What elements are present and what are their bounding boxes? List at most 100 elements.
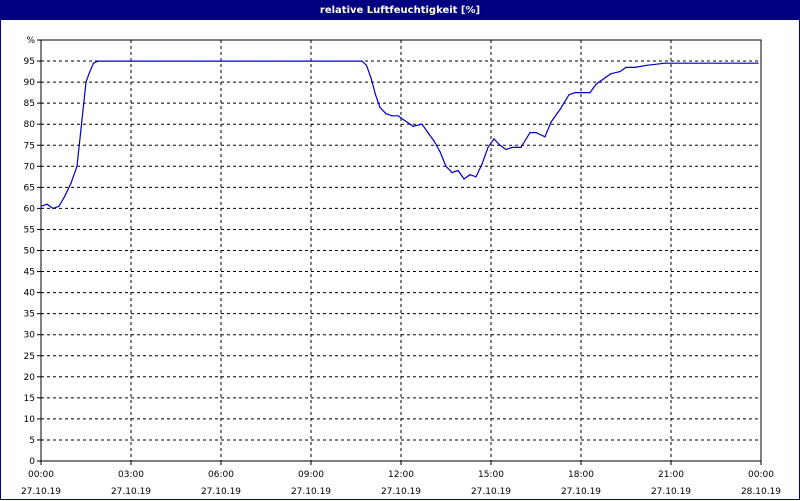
y-tick-label: 80 [24, 120, 36, 130]
y-tick-label: 55 [24, 225, 35, 235]
data-point [58, 205, 60, 207]
y-tick-label: 60 [24, 204, 36, 214]
data-point [40, 205, 42, 207]
data-point [493, 138, 495, 140]
data-point [511, 146, 513, 148]
y-tick-label: 75 [24, 141, 35, 151]
data-point [529, 132, 531, 134]
data-point [595, 83, 597, 85]
data-point [412, 125, 414, 127]
data-point [403, 119, 405, 121]
data-point [559, 108, 561, 111]
data-point [550, 121, 552, 123]
data-point [757, 62, 759, 64]
y-tick-label: 10 [24, 415, 36, 425]
data-point [568, 94, 570, 96]
data-point [97, 60, 99, 62]
x-tick-time-label: 21:00 [658, 470, 684, 480]
data-point [391, 115, 393, 117]
data-point [433, 140, 435, 142]
data-point [365, 64, 368, 66]
data-point [64, 195, 66, 197]
y-tick-label: % [26, 36, 35, 46]
data-point [610, 73, 612, 75]
data-point [160, 60, 162, 62]
data-point [505, 148, 507, 151]
x-tick-time-label: 12:00 [388, 470, 414, 480]
y-tick-label: 15 [24, 394, 35, 404]
data-point [85, 81, 87, 83]
data-point [469, 174, 471, 176]
y-tick-label: 65 [24, 183, 35, 193]
data-point [421, 123, 423, 125]
x-tick-date-label: 28.10.19 [741, 487, 781, 497]
data-point [427, 132, 429, 134]
x-tick-date-label: 27.10.19 [561, 487, 601, 497]
data-point [190, 60, 192, 62]
data-point [457, 169, 459, 172]
data-point [574, 92, 576, 94]
data-point [439, 151, 441, 153]
x-tick-time-label: 15:00 [478, 470, 504, 480]
x-tick-time-label: 09:00 [298, 470, 324, 480]
data-point [685, 62, 687, 64]
data-point [379, 106, 381, 108]
y-tick-label: 45 [24, 268, 35, 278]
data-point [92, 62, 95, 64]
x-tick-time-label: 00:00 [28, 470, 54, 480]
data-point [487, 146, 489, 148]
data-point [451, 172, 453, 174]
x-tick-date-label: 27.10.19 [21, 487, 61, 497]
y-tick-label: 0 [29, 457, 35, 467]
x-tick-date-label: 27.10.19 [291, 487, 331, 497]
data-point [499, 144, 501, 146]
data-point [340, 60, 342, 62]
data-point [115, 60, 117, 62]
data-point [481, 163, 483, 165]
data-point [544, 136, 546, 138]
data-point [361, 60, 363, 62]
y-tick-label: 70 [24, 162, 36, 172]
x-tick-date-label: 27.10.19 [201, 487, 241, 497]
data-point [220, 60, 222, 62]
y-tick-label: 40 [24, 289, 36, 299]
y-tick-label: 35 [24, 310, 35, 320]
x-tick-time-label: 00:00 [748, 470, 774, 480]
y-tick-label: 5 [29, 436, 35, 446]
y-tick-label: 25 [24, 352, 35, 362]
y-tick-label: 30 [24, 331, 36, 341]
x-tick-time-label: 03:00 [118, 470, 144, 480]
x-tick-date-label: 27.10.19 [651, 487, 691, 497]
data-point [88, 73, 90, 75]
data-point [80, 123, 83, 125]
data-point [100, 60, 102, 62]
chart-title: relative Luftfeuchtigkeit [%] [1, 1, 799, 20]
y-tick-label: 95 [24, 57, 35, 67]
data-point [76, 165, 78, 167]
data-point [475, 176, 477, 178]
data-point [70, 182, 72, 184]
data-point [583, 92, 585, 94]
humidity-series-line [40, 60, 758, 210]
data-point [310, 60, 312, 62]
x-tick-time-label: 18:00 [568, 470, 594, 480]
data-point [370, 77, 372, 79]
data-point [634, 66, 636, 68]
x-tick-time-label: 06:00 [208, 470, 234, 480]
x-tick-date-label: 27.10.19 [111, 487, 151, 497]
data-point [374, 94, 377, 96]
y-tick-label: 20 [24, 373, 36, 383]
data-point [619, 71, 621, 73]
y-tick-label: 85 [24, 99, 35, 109]
data-point [46, 203, 48, 205]
data-point [604, 77, 606, 79]
data-point [130, 60, 132, 62]
data-point [520, 146, 522, 148]
data-point [664, 62, 666, 64]
x-tick-date-label: 27.10.19 [471, 487, 511, 497]
data-point [463, 178, 465, 180]
data-point [250, 60, 252, 62]
y-tick-label: 90 [24, 78, 36, 88]
